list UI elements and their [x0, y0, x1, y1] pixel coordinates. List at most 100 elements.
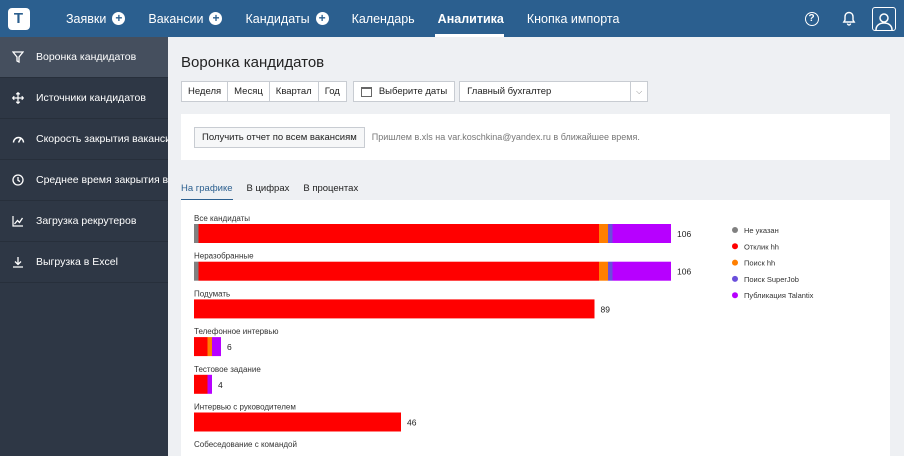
- page-title: Воронка кандидатов: [181, 54, 325, 71]
- category-label: Тестовое задание: [194, 365, 261, 374]
- category-label: Неразобранные: [194, 252, 254, 261]
- tab-0[interactable]: На графике: [181, 183, 233, 201]
- nav-item-2[interactable]: Кандидаты +: [230, 0, 336, 37]
- bar-segment[interactable]: [194, 337, 208, 357]
- sidebar-item-label: Среднее время закрытия вак...: [36, 174, 168, 186]
- clock-icon: [10, 172, 26, 188]
- bar-segment[interactable]: [612, 261, 672, 281]
- legend-entry[interactable]: Не указан: [744, 226, 779, 235]
- nav-item-label: Аналитика: [437, 11, 504, 26]
- nav-item-4[interactable]: Аналитика: [423, 0, 512, 37]
- sidebar-item-label: Выгрузка в Excel: [36, 256, 118, 268]
- category-label: Телефонное интервью: [194, 327, 279, 336]
- view-tabs: На графике В цифрах В процентах: [181, 183, 372, 201]
- nav-item-0[interactable]: Заявки +: [51, 0, 133, 37]
- bar-segment[interactable]: [599, 224, 608, 243]
- bar-segment[interactable]: [207, 337, 213, 357]
- legend-marker: [732, 227, 738, 233]
- app-logo[interactable]: T: [0, 0, 37, 37]
- logo-mark: T: [7, 7, 30, 30]
- chevron-down-icon: ⌵: [630, 82, 647, 101]
- bar-total-label: 6: [227, 342, 232, 352]
- nav-item-label: Календарь: [351, 11, 415, 26]
- legend-entry[interactable]: Поиск SuperJob: [744, 275, 799, 284]
- nav-item-label: Заявки: [66, 11, 107, 26]
- line-chart-icon: [10, 213, 26, 229]
- sidebar-item-3[interactable]: Среднее время закрытия вак...: [0, 160, 168, 201]
- bar-segment[interactable]: [212, 337, 221, 357]
- bar-total-label: 106: [677, 267, 691, 277]
- vacancy-select-value: Главный бухгалтер: [467, 86, 552, 97]
- nav-item-1[interactable]: Вакансии +: [133, 0, 230, 37]
- main-content: Воронка кандидатов Неделя Месяц Квартал Год…: [168, 37, 904, 456]
- sidebar-item-2[interactable]: Скорость закрытия вакансий: [0, 119, 168, 160]
- bar-segment[interactable]: [194, 412, 401, 432]
- bar-total-label: 89: [601, 304, 611, 314]
- legend-entry[interactable]: Публикация Talantix: [744, 291, 814, 300]
- legend-marker: [732, 292, 738, 299]
- nav-item-label: Вакансии: [148, 11, 204, 26]
- bar-total-label: 46: [407, 418, 417, 428]
- period-button-2[interactable]: Квартал: [270, 82, 319, 101]
- sidebar-item-5[interactable]: Выгрузка в Excel: [0, 242, 168, 283]
- sidebar-item-1[interactable]: Источники кандидатов: [0, 78, 168, 119]
- bar-segment[interactable]: [198, 261, 600, 281]
- report-note: Пришлем в.xls на var.koschkina@yandex.ru…: [371, 132, 640, 142]
- category-label: Подумать: [194, 289, 230, 298]
- nav-item-label: Кандидаты: [245, 11, 310, 26]
- vacancy-select[interactable]: Главный бухгалтер ⌵: [459, 81, 649, 102]
- legend-marker: [732, 259, 738, 266]
- nav-item-5[interactable]: Кнопка импорта: [512, 0, 628, 37]
- bar-segment[interactable]: [194, 224, 199, 243]
- plus-icon[interactable]: +: [315, 12, 329, 25]
- funnel-chart-panel: Все кандидаты 106 Неразобранные 106 Подумать…: [181, 200, 890, 456]
- help-icon[interactable]: ?: [793, 0, 830, 37]
- period-button-3[interactable]: Год: [324, 86, 340, 97]
- bar-segment[interactable]: [608, 261, 613, 281]
- bar-segment[interactable]: [599, 261, 608, 281]
- download-icon: [10, 254, 26, 270]
- bar-segment[interactable]: [194, 374, 208, 394]
- sidebar-item-label: Источники кандидатов: [36, 92, 146, 104]
- filter-icon: [10, 49, 26, 65]
- nav-item-label: Кнопка импорта: [526, 11, 620, 26]
- report-panel: Получить отчет по всем вакансиям Пришлем…: [181, 114, 890, 160]
- period-selector: Неделя Месяц Квартал Год: [181, 81, 347, 102]
- choose-dates-label: Выберите даты: [378, 86, 448, 97]
- bar-segment[interactable]: [207, 374, 213, 394]
- choose-dates-button[interactable]: Выберите даты: [352, 81, 456, 102]
- top-navbar: T Заявки + Вакансии + Кандидаты + Календарь Ана…: [0, 0, 904, 37]
- speedometer-icon: [10, 131, 26, 147]
- period-button-0[interactable]: Неделя: [182, 82, 229, 101]
- avatar: [871, 6, 896, 31]
- plus-icon[interactable]: +: [112, 12, 126, 25]
- bar-segment[interactable]: [194, 261, 199, 281]
- legend-entry[interactable]: Отклик hh: [744, 242, 779, 251]
- bell-icon[interactable]: [830, 0, 867, 37]
- get-report-button[interactable]: Получить отчет по всем вакансиям: [194, 126, 365, 148]
- sidebar-item-label: Скорость закрытия вакансий: [36, 133, 168, 145]
- tab-1[interactable]: В цифрах: [246, 183, 290, 194]
- tab-2[interactable]: В процентах: [303, 183, 359, 194]
- period-button-1[interactable]: Месяц: [228, 82, 270, 101]
- bar-segment[interactable]: [612, 224, 672, 243]
- legend-marker: [732, 243, 738, 250]
- bar-total-label: 4: [218, 380, 223, 390]
- plus-icon[interactable]: +: [209, 12, 223, 25]
- nav-item-3[interactable]: Календарь: [337, 0, 423, 37]
- arrows-icon: [10, 90, 26, 106]
- legend-entry[interactable]: Поиск hh: [744, 259, 775, 268]
- calendar-icon: [360, 86, 372, 97]
- bar-segment[interactable]: [194, 299, 595, 319]
- user-menu[interactable]: [867, 0, 904, 37]
- category-label: Интервью с руководителем: [194, 403, 296, 412]
- legend-marker: [732, 275, 738, 282]
- bar-segment[interactable]: [198, 224, 600, 243]
- bar-segment[interactable]: [608, 224, 613, 243]
- sidebar-item-4[interactable]: Загрузка рекрутеров: [0, 201, 168, 242]
- category-label: Все кандидаты: [194, 214, 250, 223]
- main-nav: Заявки + Вакансии + Кандидаты + Календарь Анали…: [51, 0, 627, 37]
- funnel-chart: Все кандидаты 106 Неразобранные 106 Подумать…: [194, 214, 814, 449]
- sidebar-item-label: Загрузка рекрутеров: [36, 215, 137, 227]
- sidebar-item-0[interactable]: Воронка кандидатов: [0, 37, 168, 78]
